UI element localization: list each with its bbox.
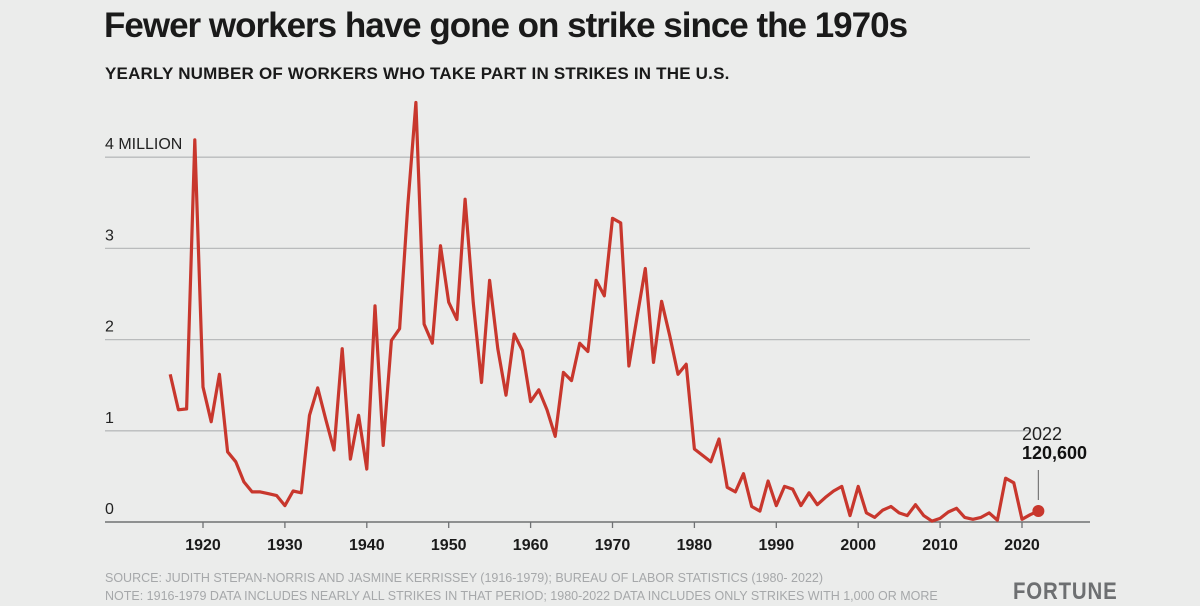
y-tick-label: 3: [105, 227, 114, 244]
annotation-value: 120,600: [1022, 443, 1087, 463]
chart-title: Fewer workers have gone on strike since …: [104, 6, 908, 45]
x-tick-label: 2020: [1004, 537, 1040, 554]
y-tick-label: 2: [105, 319, 114, 336]
x-tick-label: 1950: [431, 537, 467, 554]
x-tick-label: 1980: [677, 537, 713, 554]
fortune-logo: FORTUNE: [1013, 578, 1118, 605]
annotation-year: 2022: [1022, 424, 1062, 444]
x-tick-label: 1960: [513, 537, 549, 554]
y-tick-label: 1: [105, 410, 114, 427]
x-tick-label: 1940: [349, 537, 385, 554]
x-tick-label: 1970: [595, 537, 631, 554]
x-tick-label: 1930: [267, 537, 303, 554]
series-line-workers-on-strike: [168, 100, 1040, 523]
data-note: NOTE: 1916-1979 DATA INCLUDES NEARLY ALL…: [105, 589, 938, 603]
chart-subtitle: YEARLY NUMBER OF WORKERS WHO TAKE PART I…: [105, 64, 730, 83]
x-tick-label: 2000: [840, 537, 876, 554]
x-tick-label: 1990: [759, 537, 795, 554]
source-note: SOURCE: JUDITH STEPAN-NORRIS AND JASMINE…: [105, 571, 824, 585]
y-tick-label: 4 MILLION: [105, 136, 182, 153]
y-tick-label: 0: [105, 501, 114, 518]
x-tick-label: 2010: [922, 537, 958, 554]
highlight-point-2022: [1032, 505, 1045, 518]
x-tick-label: 1920: [185, 537, 221, 554]
